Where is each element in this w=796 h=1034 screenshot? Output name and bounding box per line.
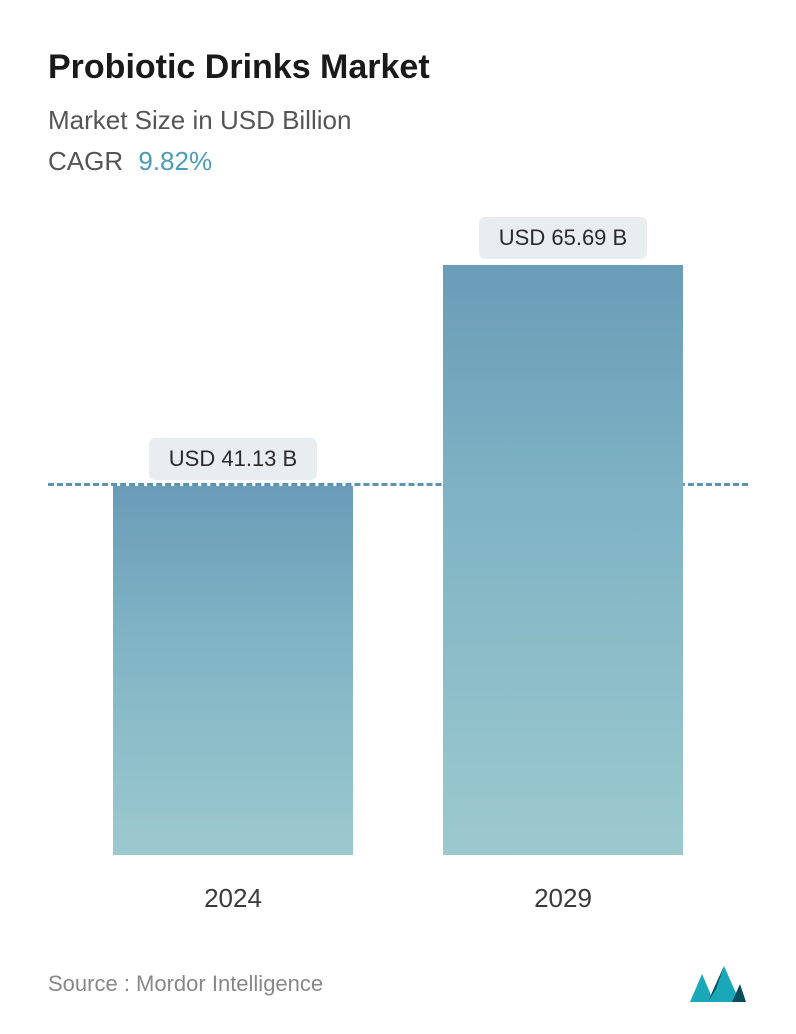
x-axis-label: 2029 <box>443 865 683 914</box>
bar-group: USD 41.13 B <box>113 438 353 855</box>
logo-icon <box>688 964 748 1004</box>
cagr-label: CAGR <box>48 146 123 176</box>
cagr-value: 9.82% <box>138 146 212 176</box>
chart-container: Probiotic Drinks Market Market Size in U… <box>0 0 796 1034</box>
x-axis-label: 2024 <box>113 865 353 914</box>
cagr-line: CAGR 9.82% <box>48 146 748 177</box>
x-axis: 2024 2029 <box>48 865 748 914</box>
chart-area: USD 41.13 B USD 65.69 B <box>48 217 748 855</box>
footer: Source : Mordor Intelligence <box>48 954 748 1004</box>
bar <box>443 265 683 855</box>
source-text: Source : Mordor Intelligence <box>48 971 323 997</box>
value-badge: USD 65.69 B <box>479 217 647 259</box>
bar-group: USD 65.69 B <box>443 217 683 855</box>
bar <box>113 486 353 855</box>
chart-subtitle: Market Size in USD Billion <box>48 105 748 136</box>
chart-title: Probiotic Drinks Market <box>48 48 748 87</box>
brand-logo <box>688 964 748 1004</box>
value-badge: USD 41.13 B <box>149 438 317 480</box>
